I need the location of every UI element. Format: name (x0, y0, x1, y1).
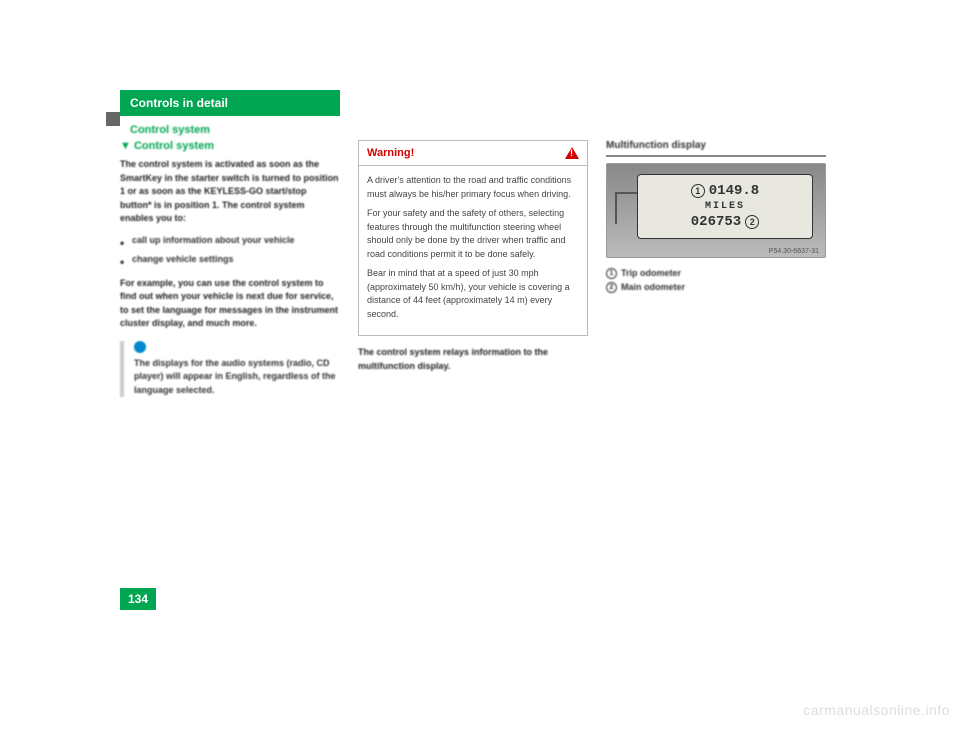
legend-row: 1 Trip odometer (606, 266, 826, 280)
main-odometer-row: 026753 2 (691, 214, 759, 230)
display-screen: 1 0149.8 MILES 026753 2 (637, 174, 813, 239)
legend-num-2: 2 (606, 282, 617, 293)
page-number: 134 (120, 588, 156, 610)
image-code: P54.30-6637-31 (769, 248, 819, 255)
column-2: Warning! A driver's attention to the roa… (358, 140, 588, 397)
section-subheader: Control system (130, 124, 840, 136)
trip-odometer-row: 1 0149.8 (691, 183, 759, 199)
legend-label-2: Main odometer (621, 280, 685, 294)
info-box: The displays for the audio systems (radi… (120, 341, 340, 398)
side-tab (106, 112, 120, 126)
watermark: carmanualsonline.info (803, 702, 950, 718)
warning-header: Warning! (359, 141, 587, 166)
column-3: Multifunction display 1 0149.8 MILES 026… (606, 140, 826, 397)
divider (606, 155, 826, 157)
page-content: Controls in detail Control system ▼ Cont… (120, 90, 840, 610)
warning-p1: A driver's attention to the road and tra… (367, 174, 579, 201)
callout-1: 1 (691, 184, 705, 198)
callout-2: 2 (745, 215, 759, 229)
legend: 1 Trip odometer 2 Main odometer (606, 266, 826, 295)
chapter-header: Controls in detail (120, 90, 340, 116)
content-columns: ▼ Control system The control system is a… (120, 140, 840, 397)
legend-label-1: Trip odometer (621, 266, 681, 280)
warning-body: A driver's attention to the road and tra… (359, 166, 587, 335)
info-icon (134, 341, 146, 353)
main-value: 026753 (691, 214, 741, 230)
multifunction-title: Multifunction display (606, 140, 826, 151)
trip-value: 0149.8 (709, 183, 759, 199)
warning-triangle-icon (565, 147, 579, 159)
relay-note: The control system relays information to… (358, 346, 588, 373)
legend-num-1: 1 (606, 268, 617, 279)
list-item: call up information about your vehicle (120, 234, 340, 248)
legend-row: 2 Main odometer (606, 280, 826, 294)
pointer-line (615, 192, 637, 194)
info-text: The displays for the audio systems (radi… (134, 357, 340, 398)
example-paragraph: For example, you can use the control sys… (120, 277, 340, 331)
bullet-list: call up information about your vehicle c… (120, 234, 340, 267)
section-title-text: Control system (134, 140, 214, 152)
section-title: ▼ Control system (120, 140, 340, 152)
pointer-line (615, 192, 617, 224)
warning-box: Warning! A driver's attention to the roa… (358, 140, 588, 336)
warning-p3: Bear in mind that at a speed of just 30 … (367, 267, 579, 321)
warning-title: Warning! (367, 147, 414, 159)
warning-p2: For your safety and the safety of others… (367, 207, 579, 261)
intro-paragraph: The control system is activated as soon … (120, 158, 340, 226)
multifunction-display-image: 1 0149.8 MILES 026753 2 P54.30-6637-31 (606, 163, 826, 258)
list-item: change vehicle settings (120, 253, 340, 267)
column-1: ▼ Control system The control system is a… (120, 140, 340, 397)
unit-label: MILES (705, 201, 745, 212)
